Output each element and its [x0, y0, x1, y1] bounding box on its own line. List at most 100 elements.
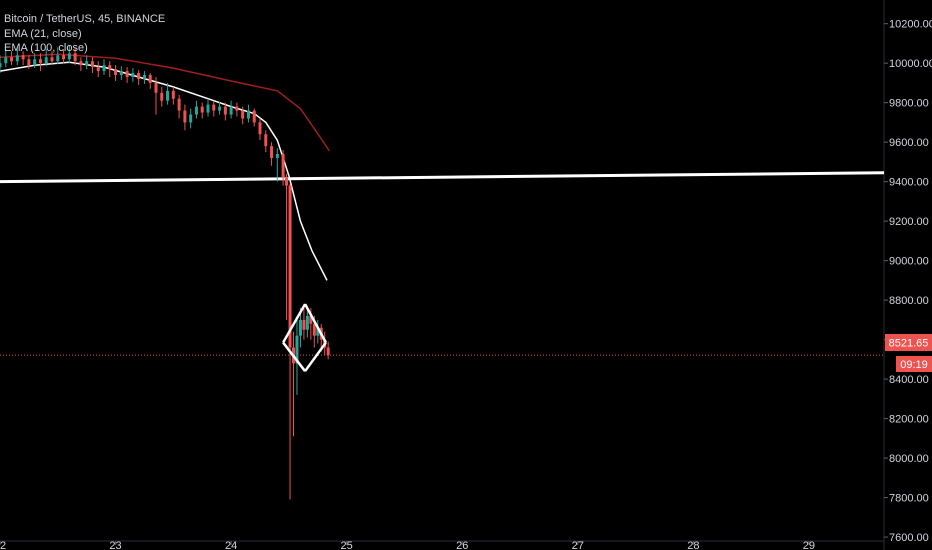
- diamond-edge[interactable]: [303, 303, 327, 344]
- candle: [171, 86, 175, 105]
- candle: [218, 101, 222, 115]
- candle: [305, 306, 309, 338]
- candle-body: [275, 154, 279, 158]
- diamond-edge[interactable]: [282, 341, 307, 372]
- axis-border: [0, 0, 885, 550]
- legend-ema-21[interactable]: EMA (21, close): [4, 27, 82, 40]
- candle-body: [33, 59, 37, 66]
- time-tick-label: 24: [225, 540, 237, 550]
- candle-body: [264, 134, 268, 147]
- candle: [302, 308, 306, 340]
- candle-body: [302, 319, 306, 330]
- candles: [0, 45, 330, 500]
- candle: [119, 66, 123, 80]
- last-price-label: 8521.65 09:19: [885, 334, 932, 372]
- candle-body: [295, 335, 299, 364]
- price-tick-label: 7600.00: [889, 532, 929, 544]
- candle: [96, 61, 100, 78]
- candle-body: [258, 122, 262, 135]
- time-tick-label: 23: [109, 540, 121, 550]
- legend-symbol[interactable]: Bitcoin / TetherUS, 45, BINANCE: [4, 13, 166, 25]
- time-tick-label: 27: [572, 540, 584, 550]
- candle-body: [212, 104, 216, 111]
- candle-body: [298, 319, 302, 336]
- candle-body: [119, 71, 123, 76]
- time-axis[interactable]: 22 23 24 25 26 27 28 29: [0, 540, 815, 550]
- candle: [10, 51, 14, 66]
- candle: [270, 142, 274, 166]
- candle-body: [206, 104, 210, 113]
- bar-countdown-badge: [896, 356, 932, 372]
- diamond-edge[interactable]: [282, 303, 307, 344]
- candle: [223, 102, 227, 121]
- candle-body: [108, 65, 112, 70]
- time-tick-label: 28: [687, 540, 699, 550]
- candle-body: [160, 92, 164, 101]
- candle-body: [326, 347, 330, 356]
- candle: [44, 49, 48, 67]
- candle: [252, 108, 256, 127]
- candle: [326, 341, 330, 360]
- candle-body: [21, 55, 25, 60]
- candle-body: [316, 327, 320, 336]
- candle-body: [102, 65, 106, 72]
- candle: [4, 49, 8, 68]
- price-tick-label: 8000.00: [889, 453, 929, 465]
- candle: [90, 57, 94, 74]
- candle: [125, 67, 129, 83]
- candle-body: [142, 75, 146, 79]
- candle-body: [73, 53, 77, 62]
- candle: [131, 68, 135, 82]
- candle-body: [229, 106, 233, 115]
- chart-legend: Bitcoin / TetherUS, 45, BINANCE EMA (21,…: [4, 12, 165, 56]
- candle: [292, 331, 296, 437]
- candle: [114, 65, 118, 81]
- candle-body: [246, 110, 250, 119]
- time-tick-label: 25: [341, 540, 353, 550]
- horizontal-line[interactable]: [0, 171, 885, 184]
- candle-body: [312, 323, 316, 336]
- candle-body: [27, 59, 31, 66]
- candle: [275, 148, 279, 182]
- candle-body: [67, 53, 71, 60]
- candle-body: [114, 69, 118, 76]
- candle: [27, 55, 31, 70]
- horizontal-trend-line[interactable]: [0, 171, 885, 184]
- candle: [154, 77, 158, 115]
- price-axis[interactable]: 10200.00 10000.00 9800.00 9600.00 9400.00 920…: [884, 19, 932, 544]
- candle: [295, 315, 299, 395]
- price-tick-label: 8200.00: [889, 414, 929, 426]
- diamond-edge[interactable]: [304, 341, 327, 372]
- diamond-pattern-drawing[interactable]: [282, 303, 327, 372]
- candle: [79, 57, 83, 72]
- time-tick-label: 29: [803, 540, 815, 550]
- legend-ema-100[interactable]: EMA (100, close): [4, 42, 88, 54]
- candle: [316, 319, 320, 344]
- candle: [246, 104, 250, 123]
- candle: [235, 102, 239, 117]
- price-tick-label: 10200.00: [889, 19, 932, 31]
- ema-21-path: [0, 61, 328, 281]
- candle-body: [235, 106, 239, 111]
- candle-body: [223, 106, 227, 115]
- price-tick-label: 9000.00: [889, 256, 929, 268]
- price-tick-label: 9600.00: [889, 137, 929, 149]
- price-tick-label: 9400.00: [889, 177, 929, 189]
- candle-body: [15, 55, 19, 62]
- candle: [189, 108, 193, 129]
- candle: [56, 47, 60, 65]
- candle-body: [0, 63, 2, 68]
- last-price-badge: [885, 334, 932, 351]
- candle: [200, 102, 204, 119]
- price-tick-label: 8800.00: [889, 295, 929, 307]
- candle-body: [50, 57, 54, 62]
- price-tick-label: 8400.00: [889, 374, 929, 386]
- candle: [50, 51, 54, 66]
- candle-body: [96, 67, 100, 72]
- candle-body: [177, 98, 181, 111]
- candle-body: [281, 154, 285, 178]
- price-tick-label: 7800.00: [889, 493, 929, 505]
- candle: [160, 86, 164, 107]
- ema-100-line: [0, 53, 330, 152]
